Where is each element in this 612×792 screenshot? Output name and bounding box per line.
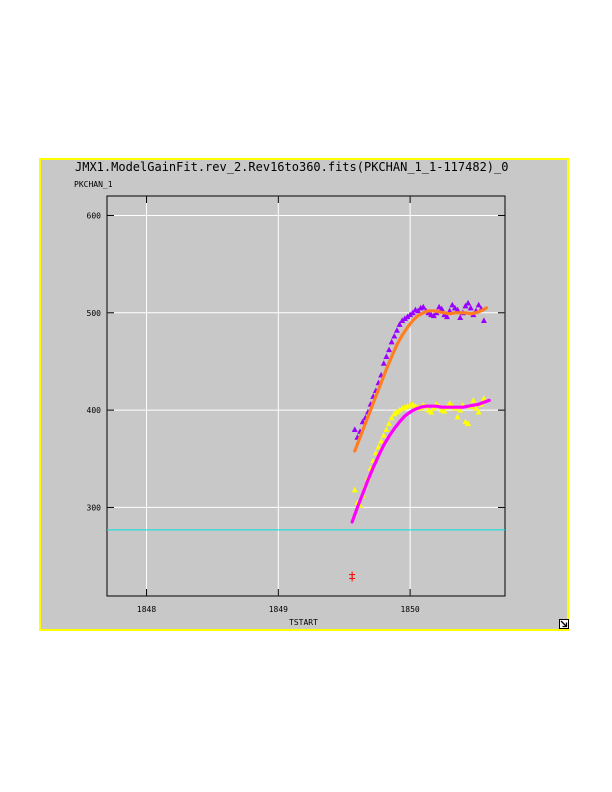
data-point: [475, 301, 482, 308]
data-point: [407, 311, 414, 318]
data-point: [465, 420, 472, 427]
x-tick-label: 1849: [269, 605, 288, 614]
data-point: [396, 406, 403, 413]
data-point: [428, 408, 435, 415]
data-point: [399, 317, 406, 323]
fit-curve: [350, 398, 491, 524]
data-point: [404, 313, 411, 320]
data-point: [396, 321, 403, 327]
data-point: [470, 397, 477, 403]
y-tick-label: 400: [87, 406, 102, 415]
chart-title: JMX1.ModelGainFit.rev_2.Rev16to360.fits(…: [75, 160, 509, 174]
data-point: [473, 404, 480, 411]
data-point: [383, 426, 390, 432]
y-tick-label: 500: [87, 309, 102, 318]
x-tick-label: 1848: [137, 605, 156, 614]
y-tick-label: 300: [87, 503, 102, 512]
chart-window: [39, 158, 569, 631]
data-point: [438, 305, 445, 312]
data-point: [386, 346, 393, 353]
data-point: [349, 575, 356, 582]
x-axis-label: TSTART: [289, 618, 318, 627]
data-point: [380, 360, 387, 366]
data-point: [409, 309, 416, 316]
data-point: [351, 426, 358, 432]
data-point: [449, 301, 456, 308]
data-point: [462, 302, 469, 309]
y-tick-label: 600: [87, 211, 102, 220]
data-point: [386, 420, 393, 427]
data-point: [454, 306, 461, 313]
data-point: [441, 407, 448, 414]
data-point: [467, 304, 474, 311]
data-point: [480, 317, 487, 323]
data-point: [415, 307, 422, 314]
plot-frame: [106, 195, 506, 597]
data-point: [480, 395, 487, 401]
data-point: [465, 299, 472, 306]
data-point: [475, 408, 482, 415]
data-point: [444, 313, 451, 320]
data-point: [430, 312, 437, 319]
data-point: [393, 327, 400, 333]
data-point: [391, 410, 398, 417]
data-point: [388, 414, 395, 421]
data-point: [383, 353, 390, 359]
data-point: [351, 486, 358, 493]
data-point: [457, 406, 464, 413]
data-point: [391, 332, 398, 339]
y-axis-label: PKCHAN_1: [74, 180, 113, 189]
data-point: [375, 443, 382, 450]
data-point: [446, 400, 453, 406]
data-point: [457, 314, 464, 321]
data-point: [380, 432, 387, 438]
resize-handle-icon[interactable]: [559, 619, 569, 629]
x-tick-label: 1850: [400, 605, 419, 614]
data-point: [401, 315, 408, 322]
data-point: [446, 307, 453, 314]
data-point: [454, 413, 461, 420]
data-point: [420, 303, 427, 310]
fit-curve: [353, 306, 489, 453]
data-point: [378, 438, 385, 444]
data-point: [372, 449, 379, 456]
data-point: [388, 338, 395, 345]
data-point: [393, 408, 400, 415]
